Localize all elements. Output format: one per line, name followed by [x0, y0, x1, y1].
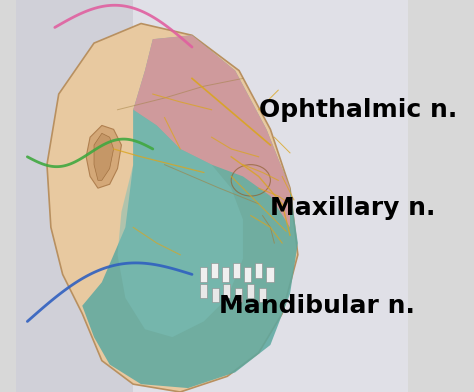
Bar — [233, 263, 240, 278]
Text: Maxillary n.: Maxillary n. — [270, 196, 436, 220]
Bar — [244, 267, 251, 282]
Bar — [223, 284, 230, 298]
Bar — [200, 267, 207, 282]
Bar — [200, 284, 207, 298]
Bar — [259, 288, 266, 302]
Bar — [247, 284, 254, 298]
Polygon shape — [118, 110, 243, 337]
Bar — [222, 267, 229, 282]
Bar — [211, 263, 218, 278]
Bar — [266, 267, 273, 282]
Polygon shape — [86, 125, 121, 188]
Polygon shape — [94, 133, 114, 180]
Text: Mandibular n.: Mandibular n. — [219, 294, 415, 318]
Bar — [235, 288, 242, 302]
Text: Ophthalmic n.: Ophthalmic n. — [259, 98, 457, 122]
Polygon shape — [133, 35, 290, 227]
Bar — [211, 288, 219, 302]
Bar — [133, 0, 408, 392]
Polygon shape — [47, 24, 298, 392]
Bar — [255, 263, 263, 278]
Polygon shape — [82, 35, 298, 388]
